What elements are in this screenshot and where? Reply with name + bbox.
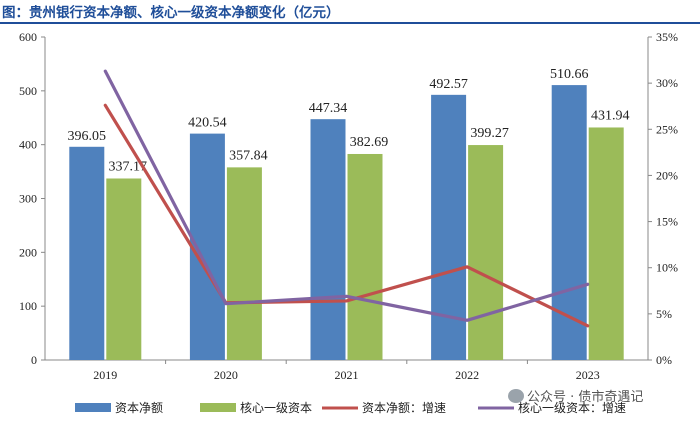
x-tick-label: 2020	[214, 368, 238, 382]
bar-core-tier1	[588, 127, 624, 361]
watermark-text: 公众号 · 债市奇遇记	[527, 390, 644, 405]
bar-data-label: 399.27	[470, 126, 509, 141]
right-tick-label: 35%	[656, 30, 678, 44]
left-tick-label: 500	[19, 84, 37, 98]
figure-title: 图：贵州银行资本净额、核心一级资本净额变化（亿元）	[2, 5, 340, 21]
right-tick-label: 15%	[656, 215, 678, 229]
bar-data-label: 420.54	[188, 116, 227, 131]
left-tick-label: 100	[19, 299, 37, 313]
x-tick-label: 2019	[93, 368, 117, 382]
left-tick-label: 600	[19, 30, 37, 44]
right-tick-label: 10%	[656, 261, 678, 275]
x-tick-label: 2023	[576, 368, 600, 382]
x-tick-label: 2022	[455, 368, 479, 382]
right-tick-label: 25%	[656, 122, 678, 136]
left-tick-label: 200	[19, 245, 37, 259]
bar-data-label: 382.69	[350, 135, 389, 150]
legend-label: 资本净额：增速	[362, 401, 446, 415]
right-tick-label: 0%	[656, 353, 672, 367]
series-line-capital-growth	[103, 103, 590, 328]
right-tick-label: 5%	[656, 307, 672, 321]
series-line-core-growth	[103, 69, 590, 322]
watermark: 公众号 · 债市奇遇记	[508, 386, 643, 405]
right-tick-label: 20%	[656, 168, 678, 182]
bar-capital-net	[69, 146, 105, 360]
left-tick-label: 300	[19, 192, 37, 206]
bar-capital-net	[551, 85, 587, 361]
legend-label: 资本净额	[115, 401, 163, 415]
legend-swatch	[75, 403, 111, 412]
bar-data-label: 431.94	[591, 108, 630, 123]
left-tick-label: 0	[31, 353, 37, 367]
bar-data-label: 510.66	[550, 67, 589, 82]
bar-data-label: 492.57	[429, 77, 468, 92]
bar-data-label: 447.34	[309, 101, 348, 116]
bar-data-label: 357.84	[229, 148, 268, 163]
legend-label: 核心一级资本：增速	[518, 401, 626, 415]
bar-capital-net	[310, 119, 346, 360]
bar-data-label: 396.05	[68, 129, 107, 144]
wechat-icon	[508, 389, 524, 403]
bar-data-label: 337.17	[109, 159, 148, 174]
bar-core-tier1	[226, 167, 262, 360]
title-rule	[0, 22, 700, 24]
left-tick-label: 400	[19, 138, 37, 152]
legend-label: 核心一级资本	[240, 401, 312, 415]
bar-core-tier1	[106, 178, 142, 360]
x-tick-label: 2021	[335, 368, 359, 382]
bar-core-tier1	[347, 153, 383, 360]
legend-swatch	[200, 403, 236, 412]
bar-core-tier1	[468, 145, 504, 360]
right-tick-label: 30%	[656, 76, 678, 90]
